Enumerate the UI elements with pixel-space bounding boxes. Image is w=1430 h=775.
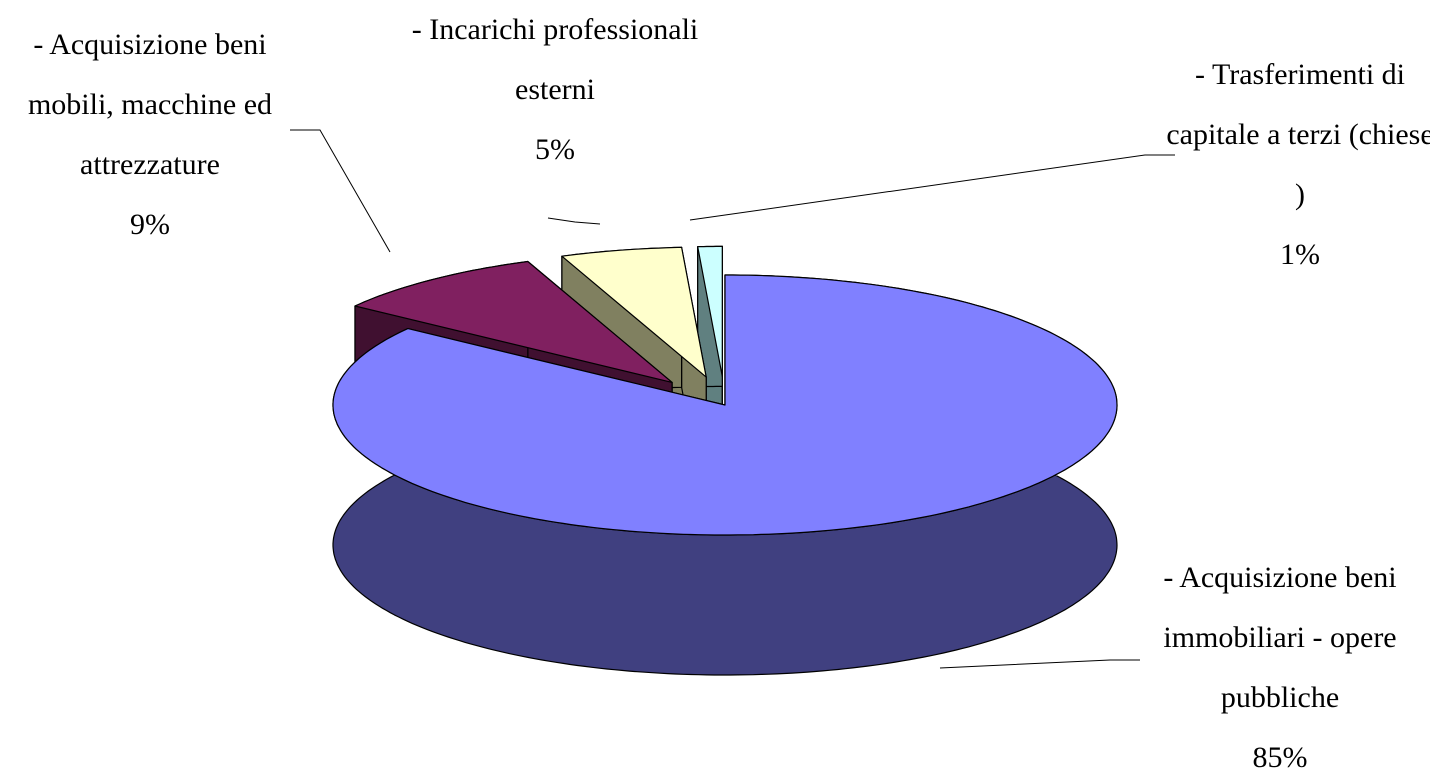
leader-line — [689, 154, 1175, 221]
category-name: - Incarichi professionali esterni — [411, 13, 699, 106]
leader-line — [547, 217, 601, 225]
slice-label: - Incarichi professionali esterni 5% — [405, 0, 705, 180]
slice-top — [332, 274, 1118, 536]
value-label: 85% — [1252, 741, 1308, 774]
category-name: - Acquisizione beni immobiliari - opere … — [1163, 561, 1397, 714]
slice-top — [697, 245, 723, 377]
leader-line — [290, 129, 391, 253]
category-name: - Trasferimenti di capitale a terzi (chi… — [1166, 58, 1430, 211]
slice — [332, 274, 1118, 676]
category-name: - Acquisizione beni mobili, macchine ed … — [27, 28, 273, 181]
slice-top — [354, 260, 673, 383]
leader-line — [939, 659, 1140, 669]
value-label: 5% — [535, 133, 575, 166]
slice-top — [561, 246, 707, 378]
slice-label: - Acquisizione beni mobili, macchine ed … — [0, 15, 300, 255]
value-label: 1% — [1280, 238, 1320, 271]
slice-label: - Acquisizione beni immobiliari - opere … — [1135, 548, 1425, 775]
value-label: 9% — [130, 208, 170, 241]
slice-label: - Trasferimenti di capitale a terzi (chi… — [1165, 45, 1430, 285]
